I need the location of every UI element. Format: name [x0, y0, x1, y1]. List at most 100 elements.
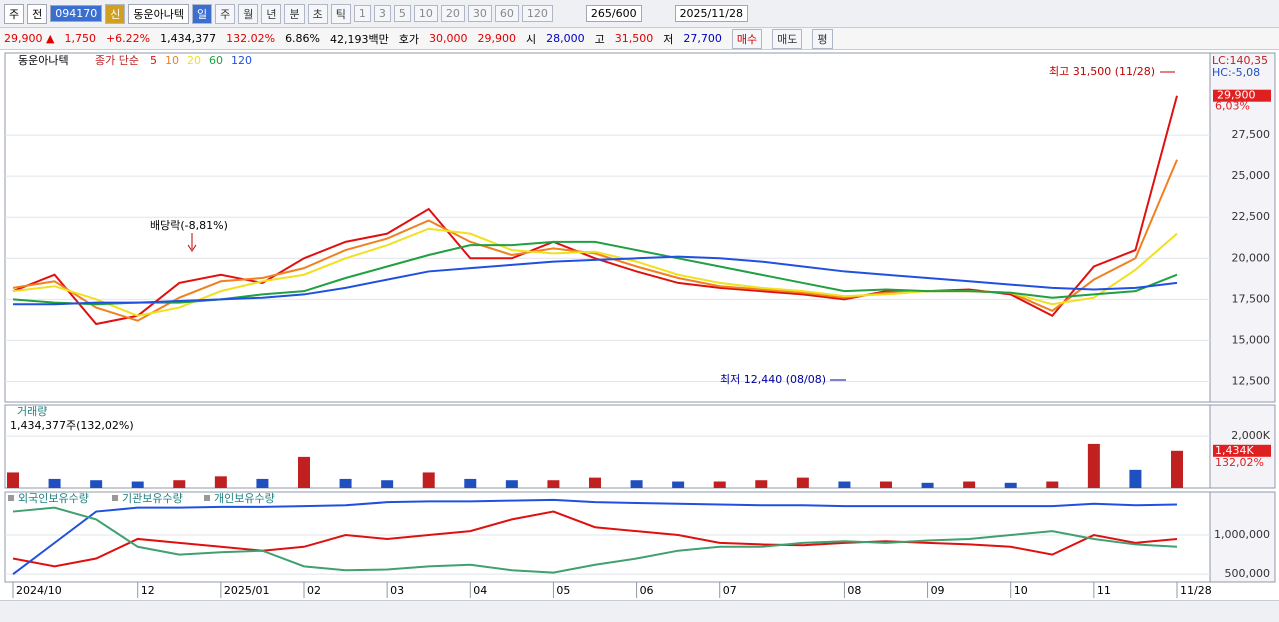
interval-button[interactable]: 1 — [353, 5, 371, 22]
info-value: +6.22% — [105, 32, 151, 45]
axis-area — [1209, 491, 1276, 583]
x-tick-label: 2024/10 — [16, 584, 62, 597]
interval-button[interactable]: 60 — [494, 5, 519, 22]
period-button[interactable]: 분 — [284, 3, 305, 24]
volume-bar — [921, 482, 934, 488]
legend-prefix: 종가 단순 — [95, 54, 139, 67]
volume-bar — [1171, 450, 1183, 488]
selector[interactable]: 주 — [4, 3, 25, 24]
legend-swatch — [204, 495, 210, 501]
volume-bar — [131, 481, 144, 488]
x-tick-label: 11 — [1097, 584, 1111, 597]
volume-bar — [880, 481, 892, 488]
volume-bar — [755, 480, 768, 488]
annotation: 배당락(-8,81%) — [150, 219, 228, 232]
corner-label: LC:140,35 — [1212, 54, 1268, 67]
badge: 신 — [105, 3, 126, 24]
x-tick-label: 07 — [723, 584, 737, 597]
interval-button[interactable]: 120 — [521, 5, 553, 22]
volume-bar — [1046, 481, 1059, 488]
last-box — [1213, 444, 1271, 457]
info-bar: 29,900 ▲ 1,750 +6.22% 1,434,377 132.02% 6.86%… — [0, 28, 1279, 50]
volume-bar — [630, 480, 643, 488]
interval-button[interactable]: 30 — [467, 5, 492, 22]
stock-code[interactable]: 094170 — [50, 5, 103, 22]
period-button[interactable]: 주 — [215, 3, 236, 24]
count-max: /600 — [611, 7, 637, 20]
count-box[interactable]: 265/600 — [585, 5, 642, 22]
volume-bar — [256, 478, 269, 488]
info-value: 시 — [526, 32, 537, 46]
axis-area — [1209, 52, 1276, 403]
volume-bar — [505, 480, 518, 488]
selector[interactable]: 전 — [27, 3, 48, 24]
legend-entry: 외국인보유수량 — [18, 492, 89, 505]
panel-title: 거래량 — [17, 405, 47, 418]
panel-subtitle: 1,434,377주(132,02%) — [10, 419, 134, 432]
x-tick-label: 06 — [640, 584, 654, 597]
x-tick-label: 09 — [931, 584, 945, 597]
annotation: 최고 31,500 (11/28) — [1049, 65, 1155, 78]
legend-swatch — [112, 495, 118, 501]
action-button[interactable]: 매도 — [772, 28, 803, 49]
y-tick-label: 17,500 — [1232, 292, 1271, 305]
y-tick-label: 25,000 — [1232, 169, 1271, 182]
interval-button[interactable]: 10 — [413, 5, 438, 22]
volume-bar — [7, 472, 19, 488]
info-value: 고 — [594, 32, 605, 46]
period-button[interactable]: 일 — [191, 3, 213, 24]
series-line — [13, 255, 1178, 306]
scrollbar[interactable] — [0, 600, 1279, 622]
action-button[interactable]: 매수 — [731, 28, 763, 49]
action-button[interactable]: 평 — [812, 28, 833, 49]
volume-bar — [713, 481, 726, 488]
volume-bar — [90, 480, 103, 488]
volume-bar — [1087, 443, 1100, 488]
period-button[interactable]: 틱 — [330, 3, 351, 24]
volume-bar — [48, 478, 61, 488]
info-value: 29,900 ▲ — [4, 32, 55, 45]
x-tick-label: 08 — [847, 584, 861, 597]
volume-bar — [173, 480, 186, 488]
x-tick-label: 03 — [390, 584, 404, 597]
interval-button[interactable]: 5 — [393, 5, 411, 22]
info-value: 29,900 — [477, 32, 517, 45]
info-value: 31,500 — [614, 32, 654, 45]
period-button[interactable]: 초 — [307, 3, 328, 24]
date-field[interactable]: 2025/11/28 — [674, 5, 748, 22]
y-tick-label: 2,000K — [1231, 429, 1270, 442]
info-value: 저 — [663, 32, 674, 46]
series-line — [12, 159, 1178, 322]
legend-entry: 60 — [209, 54, 223, 67]
period-button[interactable]: 월 — [238, 3, 259, 24]
last-label: 29,900 — [1217, 89, 1256, 102]
x-tick-label: 02 — [307, 584, 321, 597]
corner-label: HC:-5,08 — [1212, 66, 1260, 79]
info-value: 28,000 — [546, 32, 585, 45]
info-value: 30,000 — [429, 32, 468, 45]
interval-button[interactable]: 3 — [373, 5, 391, 22]
info-value: 42,193백만 — [330, 32, 389, 46]
volume-bar — [838, 481, 851, 488]
info-value: 6.86% — [285, 32, 321, 45]
volume-bar — [1004, 482, 1017, 488]
last-box — [1213, 89, 1271, 102]
stock-name: 동운아나텍 — [128, 3, 189, 24]
arrow — [187, 233, 197, 252]
series-line — [12, 95, 1178, 326]
info-value: 132.02% — [226, 32, 276, 45]
volume-bar — [1129, 469, 1142, 488]
interval-button[interactable]: 20 — [440, 5, 465, 22]
count: 265 — [590, 7, 612, 20]
legend-swatch — [8, 495, 14, 501]
legend-entry: 20 — [187, 54, 201, 67]
volume-bar — [298, 456, 310, 488]
info-value: 1,750 — [64, 32, 96, 45]
volume-bar — [422, 472, 435, 488]
period-button[interactable]: 년 — [261, 3, 282, 24]
x-tick-label: 2025/01 — [224, 584, 270, 597]
info-value: 27,700 — [683, 32, 722, 45]
x-tick-label: 04 — [473, 584, 487, 597]
volume-bar — [339, 478, 352, 488]
legend-entry: 5 — [150, 54, 157, 67]
